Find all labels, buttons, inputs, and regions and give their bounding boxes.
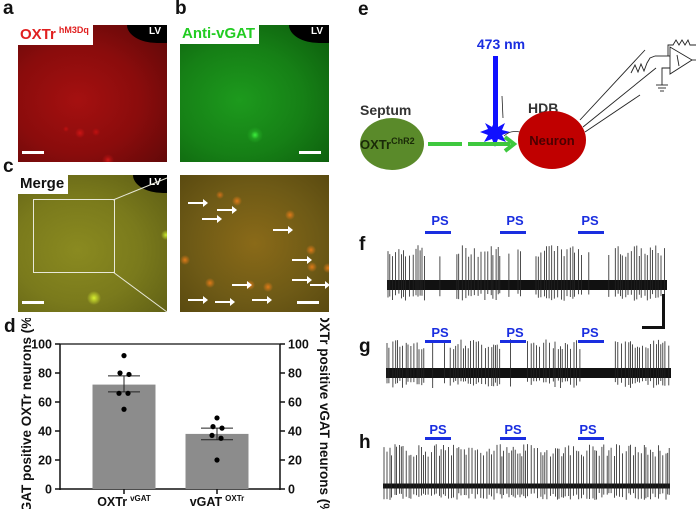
data-point <box>117 370 123 376</box>
scale-bar <box>22 151 44 154</box>
colocalized-cell-arrow <box>232 281 252 289</box>
data-point <box>121 406 127 412</box>
micrograph-merge-enlarged <box>180 175 329 312</box>
micrograph-merge: LV Merge <box>18 175 167 312</box>
colocalized-cell-arrow <box>273 226 293 234</box>
axis-ticks: 0 0 20 20 40 40 60 60 80 80 100 100 <box>31 338 309 497</box>
data-point <box>214 457 220 463</box>
stim-markers-f: PS PS PS <box>425 213 604 234</box>
svg-text:PS: PS <box>431 213 449 228</box>
scale-bar <box>297 301 319 304</box>
data-point <box>116 390 122 396</box>
colocalized-cell-arrow <box>202 215 222 223</box>
zoom-connector-lines <box>112 177 168 313</box>
anti-vgat-label: Anti-vGAT <box>180 25 260 44</box>
arrowhead <box>503 135 518 153</box>
optogenetics-schematic: 473 nm Septum OXTrChR2 HDB Neuron <box>360 36 696 170</box>
svg-text:40: 40 <box>38 425 52 439</box>
hdb-neuron-node <box>518 111 586 169</box>
micrograph-vgat-green: LV Anti-vGAT <box>180 25 329 162</box>
svg-text:PS: PS <box>506 213 524 228</box>
scale-bar-icon <box>642 294 665 329</box>
panel-letter-d: d <box>4 316 16 337</box>
svg-text:0: 0 <box>45 483 52 497</box>
trace-f <box>387 245 667 301</box>
colocalized-cell-arrow <box>188 296 208 304</box>
bar <box>92 384 156 489</box>
light-burst-icon <box>480 120 510 147</box>
svg-text:0: 0 <box>288 483 295 497</box>
svg-text:100: 100 <box>288 338 309 352</box>
svg-text:80: 80 <box>38 367 52 381</box>
data-point <box>126 371 132 378</box>
panel-letter-h: h <box>359 432 371 453</box>
zoom-inset-box <box>33 199 115 273</box>
data-point <box>218 435 224 441</box>
svg-text:100: 100 <box>31 338 52 352</box>
svg-text:PS: PS <box>506 325 524 340</box>
oxtr-hm3dq-label: OXTr hM3Dq <box>18 25 93 45</box>
right-y-axis-label: OXTr positive vGAT neurons (%) <box>317 318 332 509</box>
stim-markers-g: PS PS PS <box>425 325 604 343</box>
svg-text:PS: PS <box>581 213 599 228</box>
stim-markers-h: PS PS PS <box>425 422 604 440</box>
trace-h <box>383 444 670 500</box>
laser-beam <box>493 56 498 136</box>
svg-text:PS: PS <box>431 325 449 340</box>
merge-label: Merge <box>18 175 69 194</box>
data-point <box>219 425 225 431</box>
panel-letter-g: g <box>359 336 371 357</box>
scale-bar <box>22 301 44 304</box>
ventricle-region <box>289 25 329 43</box>
panel-letter-e: e <box>358 0 369 20</box>
svg-text:PS: PS <box>429 422 447 437</box>
colocalized-cell-arrow <box>215 298 235 306</box>
panel-letter-c: c <box>3 156 14 177</box>
svg-text:40: 40 <box>288 425 302 439</box>
amplifier-icon <box>655 38 696 92</box>
lv-label: LV <box>310 26 323 37</box>
panel-letter-a: a <box>3 0 14 19</box>
svg-text:20: 20 <box>38 454 52 468</box>
colocalized-cell-arrow <box>292 256 312 264</box>
svg-text:80: 80 <box>288 367 302 381</box>
svg-text:20: 20 <box>288 454 302 468</box>
data-point <box>121 353 127 359</box>
colocalized-cell-arrow <box>252 296 272 304</box>
electrophysiology-traces: PS PS PS PS PS PS PS PS PS <box>383 213 671 500</box>
svg-text:60: 60 <box>288 396 302 410</box>
ventricle-region <box>127 25 167 43</box>
colocalized-cell-arrow <box>188 199 208 207</box>
data-point <box>210 424 216 430</box>
x-category-label-2: vGAT OXTr <box>190 494 245 509</box>
bar-chart: 0 0 20 20 40 40 60 60 80 80 100 100 vGAT positive O… <box>19 318 332 509</box>
septum-label: Septum <box>360 102 411 118</box>
bars <box>92 353 249 494</box>
axon-terminal <box>501 95 521 137</box>
data-point <box>125 390 131 396</box>
left-y-axis-label: vGAT positive OXTr neurons (%) <box>19 318 34 509</box>
data-point <box>214 415 220 421</box>
x-category-label-1: OXTr vGAT <box>97 494 151 509</box>
colocalized-cell-arrow <box>292 276 312 284</box>
lv-label: LV <box>148 26 161 37</box>
micrograph-oxtr-red: LV OXTr hM3Dq <box>18 25 167 162</box>
oxtr-chr2-label: OXTrChR2 <box>360 136 415 152</box>
laser-wavelength-label: 473 nm <box>477 36 525 52</box>
colocalized-cell-arrow <box>310 281 329 289</box>
svg-text:PS: PS <box>504 422 522 437</box>
septum-oxtr-node <box>360 118 424 170</box>
data-point <box>209 432 215 438</box>
panel-letter-b: b <box>175 0 187 19</box>
svg-text:60: 60 <box>38 396 52 410</box>
trace-g <box>386 339 671 388</box>
colocalized-cell-arrow <box>217 206 237 214</box>
svg-text:PS: PS <box>581 325 599 340</box>
patch-pipette-icon <box>579 49 657 133</box>
panel-letter-f: f <box>359 234 366 255</box>
scale-bar <box>299 151 321 154</box>
svg-text:PS: PS <box>579 422 597 437</box>
neuron-label: Neuron <box>529 133 575 148</box>
